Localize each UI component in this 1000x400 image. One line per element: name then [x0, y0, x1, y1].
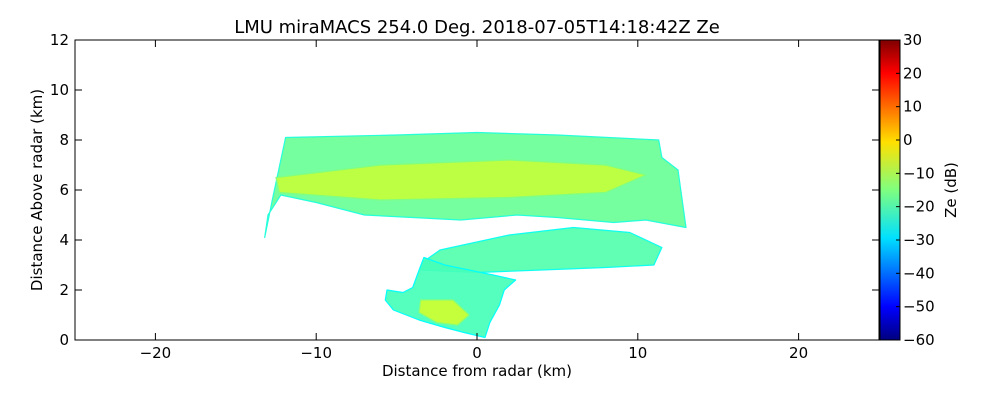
echo-region	[420, 226, 663, 274]
y-tick-label: 12	[50, 31, 69, 49]
colorbar-tick-label: −30	[903, 231, 935, 249]
colorbar-tick-label: −50	[903, 298, 935, 316]
colorbar-label: Ze (dB)	[942, 162, 960, 218]
colorbar-tick-label: 30	[903, 31, 922, 49]
y-axis-label: Distance Above radar (km)	[28, 89, 46, 291]
x-tick-label: −20	[140, 344, 172, 362]
echo-region	[275, 159, 647, 201]
x-axis: −20 −10 0 10 20	[140, 40, 808, 362]
colorbar-tick-label: −20	[903, 198, 935, 216]
y-tick-label: 10	[50, 81, 69, 99]
y-axis: 0 2 4 6 8 10 12	[50, 31, 879, 349]
x-tick-label: −10	[300, 344, 332, 362]
x-tick-label: 20	[789, 344, 808, 362]
colorbar	[879, 39, 901, 341]
x-tick-label: 10	[628, 344, 647, 362]
echo-region	[418, 299, 470, 326]
x-tick-label: 0	[472, 344, 482, 362]
y-tick-label: 8	[59, 131, 69, 149]
echo-region	[384, 256, 517, 339]
colorbar-tick-label: 0	[903, 131, 913, 149]
colorbar-tick-label: −60	[903, 331, 935, 349]
colorbar-axis: 30 20 10 0 −10 −20 −30 −40 −50 −60	[896, 31, 935, 349]
y-tick-label: 4	[59, 231, 69, 249]
x-axis-label: Distance from radar (km)	[382, 362, 572, 380]
colorbar-tick-label: −40	[903, 264, 935, 282]
chart-title: LMU miraMACS 254.0 Deg. 2018-07-05T14:18…	[234, 17, 720, 38]
colorbar-tick-label: 10	[903, 98, 922, 116]
y-tick-label: 2	[59, 281, 69, 299]
y-tick-label: 0	[59, 331, 69, 349]
y-tick-label: 6	[59, 181, 69, 199]
echo-layer	[264, 131, 687, 339]
colorbar-tick-label: 20	[903, 64, 922, 82]
colorbar-tick-label: −10	[903, 164, 935, 182]
